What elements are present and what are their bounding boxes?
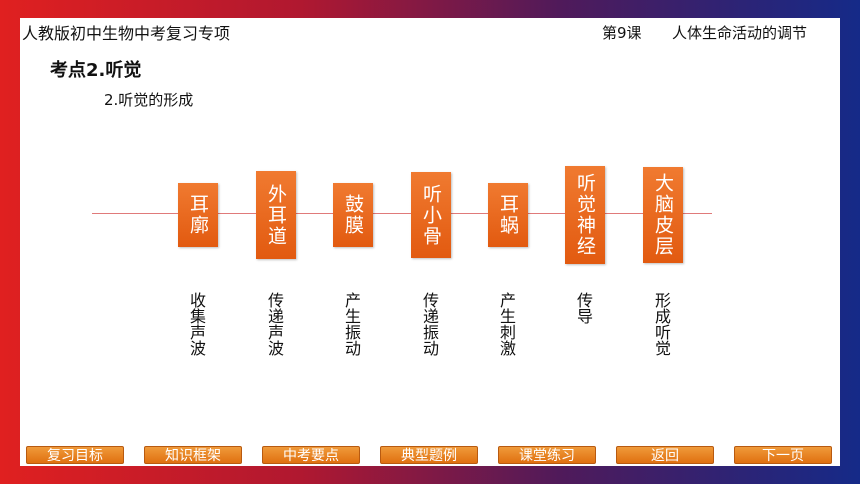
lesson-title: 人体生命活动的调节 (672, 24, 808, 42)
function-text-ear-canal: 传递声波 (265, 292, 284, 356)
nav-button-typical-examples[interactable]: 典型题例 (380, 446, 478, 464)
function-text-cerebral-cortex: 形成听觉 (652, 292, 671, 356)
flow-connector-line (92, 213, 712, 214)
nav-button-back[interactable]: 返回 (616, 446, 714, 464)
series-title: 人教版初中生物中考复习专项 (22, 24, 231, 43)
function-text-ossicles: 传递振动 (420, 292, 439, 356)
organ-box-ossicles: 听小骨 (411, 172, 451, 258)
organ-box-auditory-nerve: 听觉神经 (565, 166, 605, 264)
organ-box-ear-canal: 外耳道 (256, 171, 296, 259)
function-text-auditory-nerve: 传导 (574, 292, 593, 324)
function-text-eardrum: 产生振动 (342, 292, 361, 356)
organ-box-cochlea: 耳蜗 (488, 183, 528, 247)
organ-box-cerebral-cortex: 大脑皮层 (643, 167, 683, 263)
organ-box-eardrum: 鼓膜 (333, 183, 373, 247)
nav-button-class-practice[interactable]: 课堂练习 (498, 446, 596, 464)
function-text-auricle: 收集声波 (187, 292, 206, 356)
organ-box-auricle: 耳廓 (178, 183, 218, 247)
function-text-cochlea: 产生刺激 (497, 292, 516, 356)
nav-button-exam-points[interactable]: 中考要点 (262, 446, 360, 464)
nav-button-review-goals[interactable]: 复习目标 (26, 446, 124, 464)
nav-button-knowledge-framework[interactable]: 知识框架 (144, 446, 242, 464)
subsection-heading: 2.听觉的形成 (104, 91, 194, 109)
lesson-number: 第9课 (602, 24, 642, 42)
section-heading: 考点2.听觉 (50, 60, 142, 81)
nav-button-next-page[interactable]: 下一页 (734, 446, 832, 464)
